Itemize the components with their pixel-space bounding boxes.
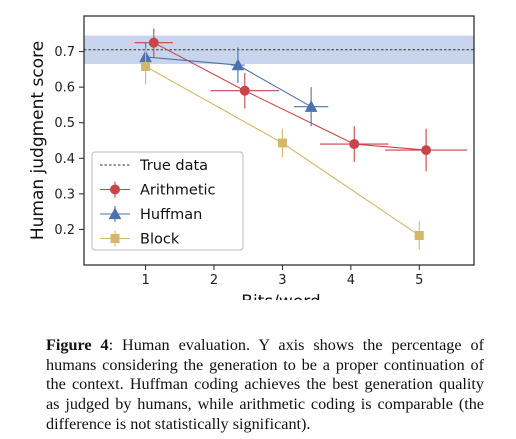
- legend-label-block: Block: [140, 232, 180, 248]
- x-tick-label: 2: [210, 273, 218, 288]
- figure: 1 2 3 4 5 0.2 0.3 0.4 0.5 0.6 0.7 Bits/word Human ju…: [28, 15, 475, 300]
- chart: 1 2 3 4 5 0.2 0.3 0.4 0.5 0.6 0.7 Bits/word Human ju…: [28, 15, 475, 300]
- data-point: [277, 138, 287, 148]
- y-tick-label: 0.5: [54, 116, 75, 131]
- caption-label: Figure 4: [46, 336, 109, 355]
- plot-frame: [83, 15, 475, 266]
- legend-label-arithmetic: Arithmetic: [140, 183, 216, 199]
- data-point: [239, 85, 250, 96]
- x-tick-label: 4: [347, 273, 355, 288]
- legend-box: [91, 151, 244, 251]
- y-tick-label: 0.2: [54, 223, 75, 238]
- series-line: [153, 42, 427, 151]
- legend-marker: [108, 207, 122, 220]
- legend-label-huffman: Huffman: [140, 207, 202, 223]
- y-axis-label: Human judgment score: [28, 41, 48, 240]
- figure-caption: Figure 4: Human evaluation. Y axis shows…: [46, 336, 484, 434]
- y-tick-label: 0.6: [54, 81, 75, 96]
- legend: True data Arithmetic Huffman Block: [91, 151, 244, 251]
- legend-marker: [110, 234, 120, 243]
- series-huffman: [139, 42, 329, 127]
- x-axis-label: Bits/word: [241, 292, 320, 300]
- x-tick-label: 3: [278, 273, 286, 288]
- series-block: [141, 48, 424, 250]
- data-point: [414, 230, 424, 240]
- x-tick-label: 5: [415, 273, 423, 288]
- y-tick-label: 0.4: [54, 152, 75, 167]
- legend-label-true-data: True data: [139, 158, 208, 174]
- legend-marker: [110, 184, 120, 195]
- data-point: [304, 100, 318, 112]
- y-tick-label: 0.3: [54, 187, 75, 202]
- data-point: [421, 145, 432, 156]
- caption-text: : Human evaluation. Y axis shows the per…: [46, 336, 484, 433]
- x-tick-label: 1: [141, 273, 149, 288]
- data-point: [349, 139, 360, 150]
- y-tick-label: 0.7: [54, 45, 75, 60]
- data-point: [148, 37, 159, 48]
- data-point: [141, 62, 151, 72]
- series-arithmetic: [134, 28, 468, 172]
- data-point: [231, 58, 245, 71]
